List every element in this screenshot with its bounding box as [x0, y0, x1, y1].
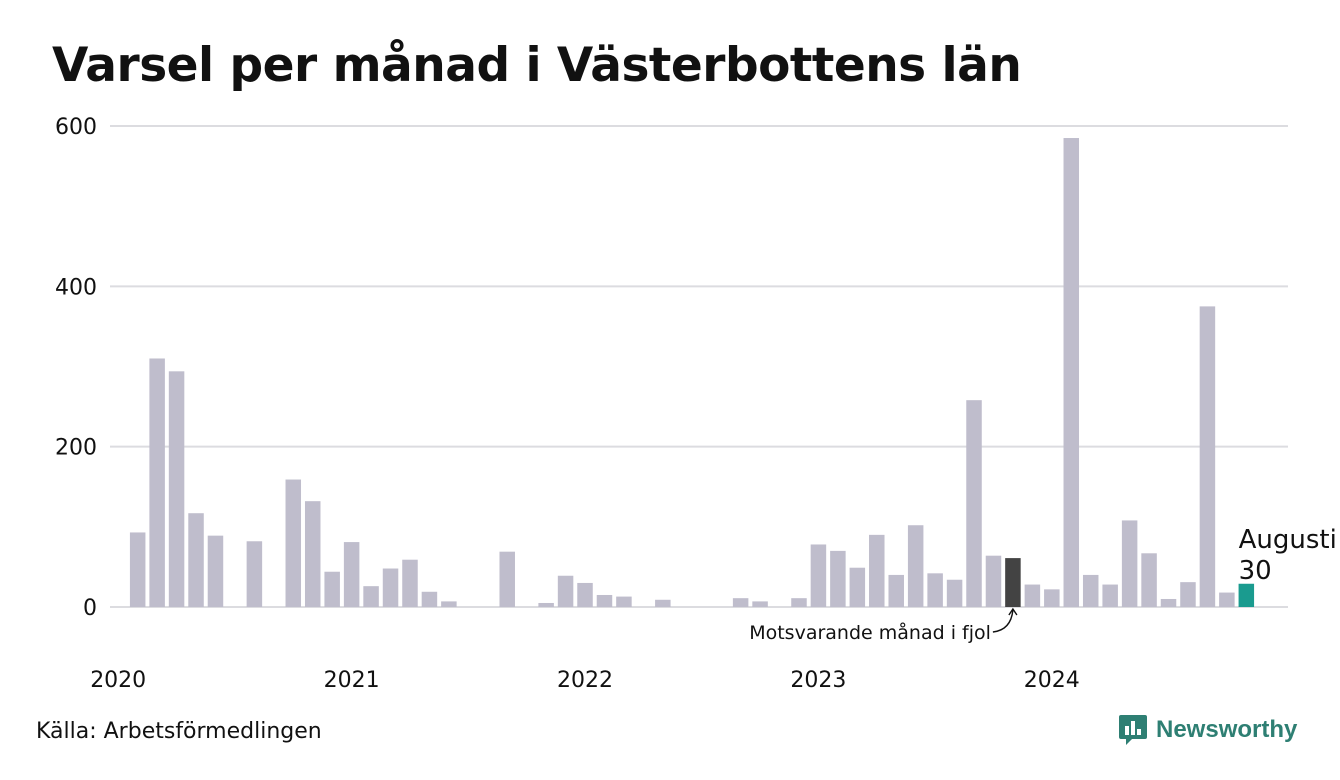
bar [1102, 584, 1118, 607]
bar [246, 541, 263, 607]
x-tick-label: 2021 [324, 668, 380, 693]
bar [1238, 583, 1255, 607]
bar [616, 596, 632, 607]
bar [499, 551, 515, 607]
previous-year-arrow [992, 609, 1014, 633]
bar [985, 555, 1002, 607]
bar [1180, 582, 1196, 607]
current-month-label: Augusti [1239, 525, 1337, 555]
x-tick-label: 2022 [557, 668, 613, 693]
bar [363, 586, 379, 607]
y-tick-label: 400 [55, 275, 97, 300]
bar [207, 535, 224, 607]
bar [1160, 598, 1177, 607]
bar [304, 501, 321, 607]
bar [1063, 138, 1080, 607]
bar [810, 544, 827, 607]
newsworthy-logo: Newsworthy [1118, 713, 1297, 747]
bar [907, 525, 924, 607]
bar [421, 591, 438, 607]
x-tick-label: 2023 [790, 668, 846, 693]
bar [869, 534, 885, 607]
x-tick-label: 2024 [1024, 668, 1080, 693]
x-tick-label: 2020 [90, 668, 146, 693]
bar [927, 573, 943, 607]
bar [1024, 584, 1041, 607]
bar [830, 550, 846, 607]
y-tick-label: 600 [55, 115, 97, 140]
bar [402, 559, 418, 607]
bar [1199, 306, 1216, 608]
x-axis-labels: 2020 2021 2022 2023 2024 [90, 668, 1080, 693]
previous-year-arrowhead [1008, 607, 1018, 616]
bar [285, 479, 302, 607]
bar [596, 594, 613, 607]
bar [1082, 574, 1099, 607]
bar [382, 568, 399, 607]
bar [791, 598, 807, 607]
bar [655, 599, 671, 607]
bar [966, 400, 982, 607]
source-note: Källa: Arbetsförmedlingen [36, 719, 322, 744]
bar [538, 602, 554, 607]
bar [168, 371, 185, 607]
annotations: Augusti 30 Motsvarande månad i fjol [749, 525, 1337, 644]
bar [129, 532, 146, 607]
bar [343, 542, 360, 607]
bar [324, 571, 340, 607]
newsworthy-chart-icon [1119, 715, 1147, 745]
y-axis-labels: 0 200 400 600 [55, 115, 97, 621]
newsworthy-wordmark: Newsworthy [1156, 716, 1298, 743]
bar [946, 579, 963, 607]
bar [752, 601, 768, 607]
bars [129, 138, 1255, 608]
bar [149, 358, 165, 607]
bar [441, 601, 457, 607]
bar-chart: 0 200 400 600 2020 2021 2022 2023 2024 Augusti … [55, 115, 1337, 693]
chart-title: Varsel per månad i Västerbottens län [52, 38, 1022, 93]
bar [1219, 592, 1235, 607]
y-tick-label: 200 [55, 436, 97, 461]
bar [732, 598, 749, 607]
current-value-label: 30 [1239, 556, 1272, 586]
bar [188, 513, 204, 607]
previous-year-label: Motsvarande månad i fjol [749, 621, 991, 644]
bar [1005, 558, 1021, 607]
y-tick-label: 0 [83, 596, 97, 621]
bar [888, 574, 904, 607]
bar [577, 582, 593, 607]
bar [1121, 520, 1138, 607]
bar [557, 575, 574, 607]
bar [1141, 553, 1157, 607]
bar [1044, 589, 1060, 607]
bar [849, 567, 866, 607]
